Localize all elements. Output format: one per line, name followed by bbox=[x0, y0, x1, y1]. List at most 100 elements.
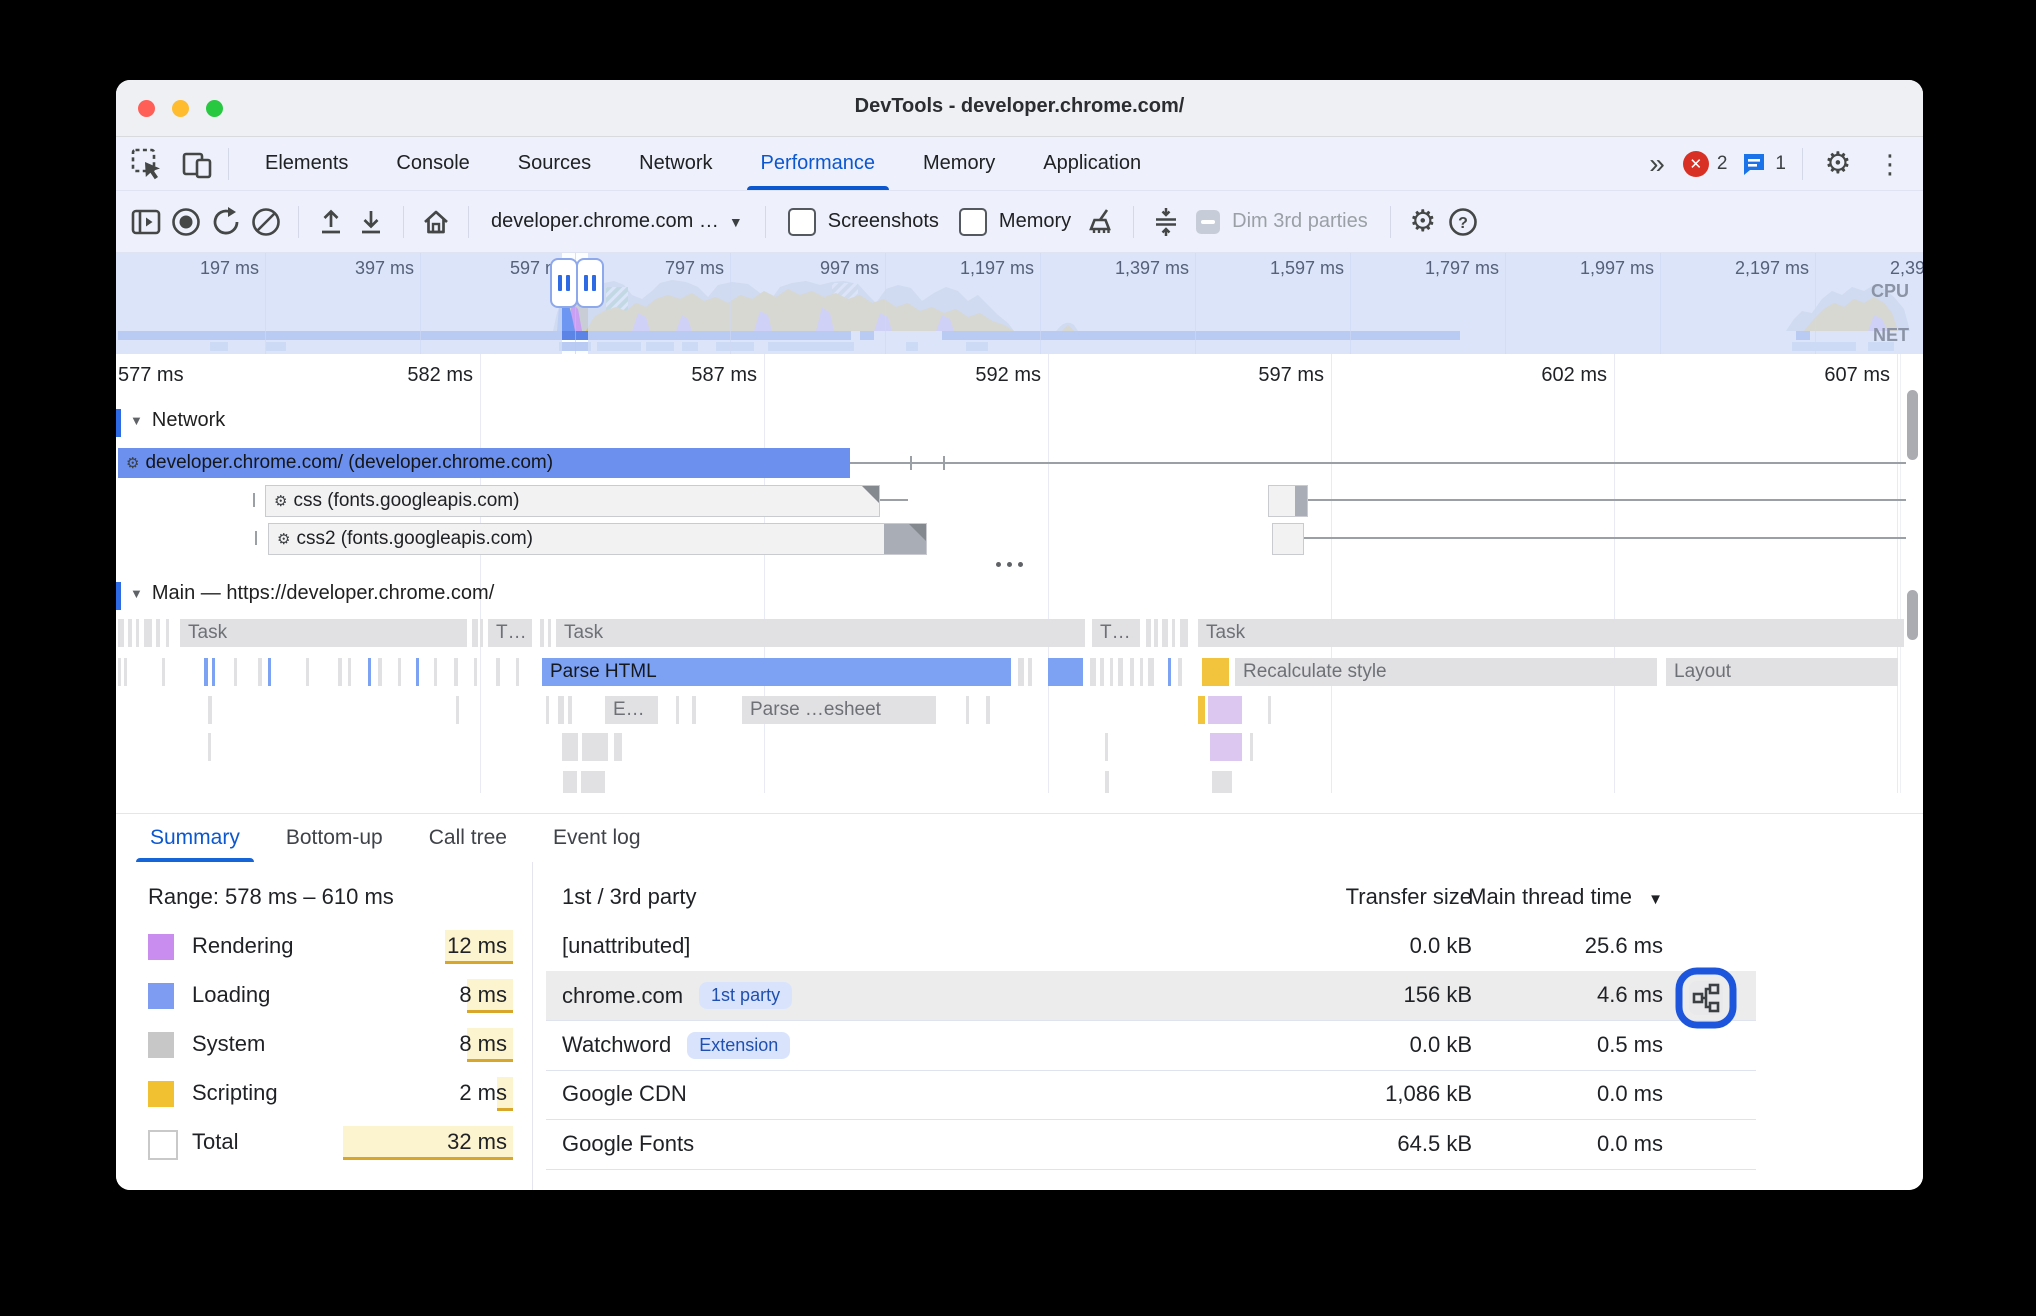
error-counter[interactable]: ✕ 2 bbox=[1682, 150, 1727, 177]
flame-event[interactable] bbox=[966, 696, 969, 724]
network-request-row[interactable]: ⚙ developer.chrome.com/ (developer.chrome… bbox=[116, 448, 1923, 478]
tab-network[interactable]: Network bbox=[639, 152, 713, 174]
flame-event[interactable] bbox=[496, 658, 500, 686]
flame-event[interactable] bbox=[166, 619, 169, 647]
flame-event[interactable] bbox=[1110, 658, 1113, 686]
flame-event[interactable] bbox=[208, 696, 212, 724]
flame-event[interactable] bbox=[1090, 658, 1096, 686]
flame-event[interactable] bbox=[456, 696, 459, 724]
flame-event[interactable] bbox=[1130, 658, 1134, 686]
flame-event[interactable] bbox=[454, 658, 458, 686]
main-scrollbar-thumb[interactable] bbox=[1907, 590, 1918, 640]
column-header-transfer-size[interactable]: Transfer size bbox=[1345, 884, 1472, 909]
flame-event[interactable] bbox=[208, 733, 211, 761]
flame-event[interactable] bbox=[558, 696, 564, 724]
flame-event[interactable] bbox=[398, 658, 401, 686]
flame-event[interactable] bbox=[1268, 696, 1271, 724]
download-profile-icon[interactable] bbox=[351, 202, 391, 242]
details-tab-event-log[interactable]: Event log bbox=[552, 826, 641, 849]
flame-event[interactable] bbox=[1212, 771, 1232, 793]
flame-event-parse-esheet[interactable]: Parse …esheet bbox=[742, 696, 936, 724]
flame-event[interactable] bbox=[568, 696, 572, 724]
memory-checkbox[interactable]: Memory bbox=[949, 207, 1081, 236]
dim-3rd-parties-checkbox[interactable]: Dim 3rd parties bbox=[1186, 209, 1378, 234]
track-resizer-handle[interactable] bbox=[996, 562, 1023, 567]
flame-event[interactable] bbox=[1172, 619, 1175, 647]
flame-event[interactable] bbox=[474, 658, 477, 686]
flame-event[interactable] bbox=[268, 658, 271, 686]
minimize-window-button[interactable] bbox=[172, 100, 189, 117]
tab-elements[interactable]: Elements bbox=[265, 152, 349, 174]
flame-event[interactable] bbox=[540, 619, 544, 647]
selection-handle-left[interactable] bbox=[550, 258, 578, 308]
flame-event[interactable] bbox=[306, 658, 309, 686]
flame-event[interactable] bbox=[1140, 658, 1143, 686]
flame-event[interactable] bbox=[1105, 771, 1109, 793]
flame-event[interactable] bbox=[548, 619, 551, 647]
flame-event[interactable] bbox=[348, 658, 351, 686]
flame-event[interactable] bbox=[614, 733, 622, 761]
kebab-menu-icon[interactable]: ⋮ bbox=[1877, 148, 1903, 179]
flame-event[interactable] bbox=[1178, 658, 1182, 686]
flame-event[interactable] bbox=[1148, 658, 1154, 686]
toggle-device-toolbar-icon[interactable] bbox=[178, 145, 216, 183]
clear-icon[interactable] bbox=[246, 202, 286, 242]
flame-event-task[interactable]: Task bbox=[1198, 619, 1904, 647]
flame-event[interactable] bbox=[118, 658, 121, 686]
flame-event[interactable] bbox=[676, 696, 679, 724]
table-row-chrome-com[interactable]: chrome.com 1st party 156 kB 4.6 ms bbox=[116, 971, 1923, 1020]
zoom-window-button[interactable] bbox=[206, 100, 223, 117]
help-icon[interactable]: ? bbox=[1443, 202, 1483, 242]
record-icon[interactable] bbox=[166, 202, 206, 242]
flame-event-parse-html[interactable]: Parse HTML bbox=[542, 658, 1011, 686]
tab-application[interactable]: Application bbox=[1043, 152, 1142, 174]
flame-event[interactable] bbox=[204, 658, 208, 686]
record-and-reload-icon[interactable] bbox=[206, 202, 246, 242]
flame-event[interactable] bbox=[472, 619, 478, 647]
network-scrollbar-thumb[interactable] bbox=[1907, 390, 1918, 460]
flame-event[interactable] bbox=[1202, 658, 1229, 686]
screenshots-checkbox[interactable]: Screenshots bbox=[778, 207, 949, 236]
flame-event[interactable] bbox=[1210, 733, 1242, 761]
flame-event[interactable] bbox=[136, 619, 139, 647]
flame-event[interactable] bbox=[562, 733, 578, 761]
flame-event[interactable] bbox=[212, 658, 215, 686]
flame-event-recalculate-style[interactable]: Recalculate style bbox=[1235, 658, 1657, 686]
flame-event[interactable] bbox=[692, 696, 696, 724]
flame-event[interactable] bbox=[434, 658, 437, 686]
flame-event-layout[interactable]: Layout bbox=[1666, 658, 1898, 686]
collect-garbage-icon[interactable] bbox=[1081, 202, 1121, 242]
flame-event[interactable] bbox=[234, 658, 237, 686]
flame-event[interactable] bbox=[144, 619, 152, 647]
column-header-main-thread-time[interactable]: Main thread time ▼ bbox=[1468, 884, 1663, 909]
details-tab-bottom-up[interactable]: Bottom-up bbox=[285, 826, 383, 849]
network-request-bar[interactable] bbox=[1272, 523, 1304, 555]
flame-event[interactable] bbox=[118, 619, 124, 647]
network-request-bar[interactable] bbox=[1268, 485, 1308, 517]
network-track-header[interactable]: ▼ Network bbox=[130, 409, 225, 432]
settings-gear-icon[interactable]: ⚙ bbox=[1824, 146, 1852, 180]
flame-event[interactable] bbox=[582, 733, 608, 761]
home-icon[interactable] bbox=[416, 202, 456, 242]
flame-event[interactable] bbox=[546, 696, 549, 724]
flame-event[interactable] bbox=[1100, 658, 1104, 686]
flame-event[interactable] bbox=[162, 658, 165, 686]
flame-event[interactable] bbox=[1198, 696, 1205, 724]
flame-event[interactable] bbox=[128, 619, 132, 647]
toggle-sidebar-icon[interactable] bbox=[126, 202, 166, 242]
reveal-in-flame-chart-icon[interactable] bbox=[1674, 966, 1738, 1030]
flame-event-task[interactable]: Task bbox=[180, 619, 467, 647]
flame-event-e[interactable]: E… bbox=[605, 696, 658, 724]
flame-event[interactable] bbox=[1180, 619, 1188, 647]
flame-event[interactable] bbox=[563, 771, 577, 793]
flame-event[interactable] bbox=[1168, 658, 1171, 686]
flame-event[interactable] bbox=[1162, 619, 1168, 647]
flame-event[interactable] bbox=[1250, 733, 1253, 761]
issues-counter[interactable]: 1 bbox=[1741, 151, 1786, 177]
table-row-watchword[interactable]: Watchword Extension 0.0 kB 0.5 ms bbox=[116, 1021, 1923, 1070]
tab-console[interactable]: Console bbox=[396, 152, 470, 174]
flame-event[interactable] bbox=[416, 658, 419, 686]
flame-event[interactable] bbox=[378, 658, 382, 686]
flame-event[interactable] bbox=[1028, 658, 1032, 686]
tab-memory[interactable]: Memory bbox=[923, 152, 996, 174]
